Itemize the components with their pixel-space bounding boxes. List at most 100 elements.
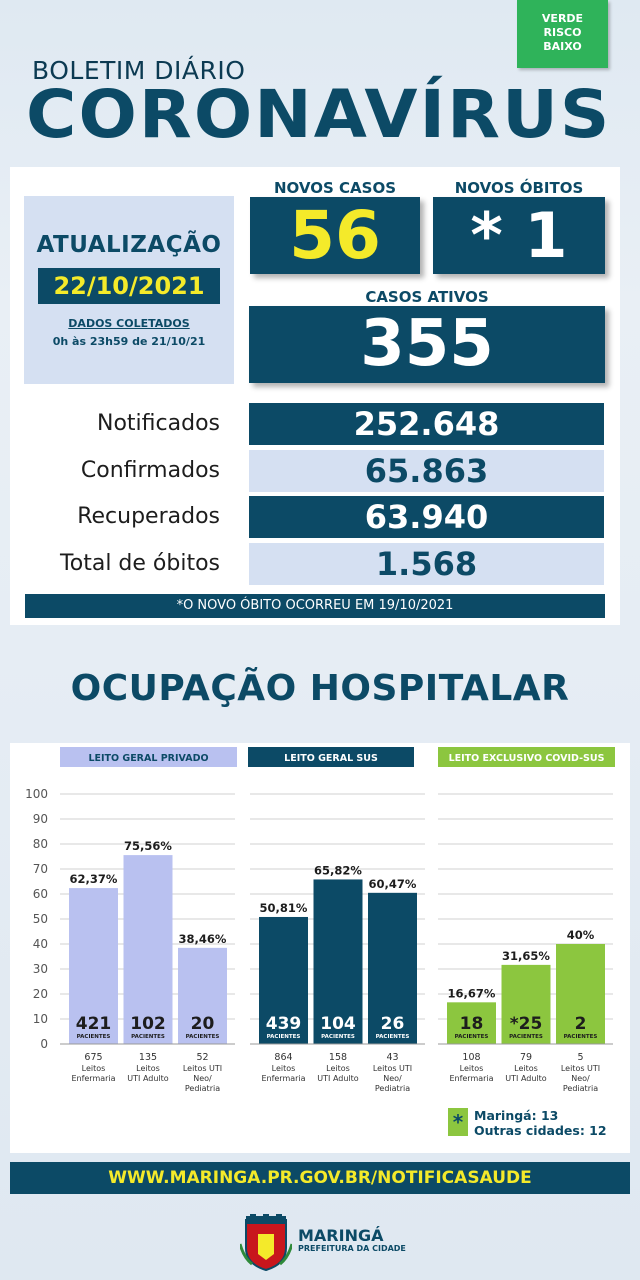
y-tick-label: 90 xyxy=(33,812,48,826)
chart-group-header xyxy=(438,747,615,767)
active-cases-label: CASOS ATIVOS xyxy=(365,288,489,306)
bar-bed-count: 79 xyxy=(520,1052,532,1063)
y-tick-label: 40 xyxy=(33,937,48,951)
bar-bed-type: Neo/ xyxy=(571,1074,590,1083)
chart-bar xyxy=(447,1002,496,1044)
bar-patients-value: 18 xyxy=(460,1014,484,1034)
page-title: CORONAVÍRUS xyxy=(26,76,612,153)
bar-patients-unit: PACIENTES xyxy=(186,1034,220,1040)
bar-percent-label: 60,47% xyxy=(369,877,417,891)
bar-percent-label: 75,56% xyxy=(124,839,172,853)
bar-bed-type: Neo/ xyxy=(383,1074,402,1083)
bar-percent-label: 16,67% xyxy=(448,986,496,1000)
bar-bed-type: Enfermaria xyxy=(261,1074,305,1083)
y-tick-label: 70 xyxy=(33,862,48,876)
y-tick-label: 80 xyxy=(33,837,48,851)
update-date: 22/10/2021 xyxy=(38,268,220,304)
y-tick-label: 50 xyxy=(33,912,48,926)
active-cases-value: 355 xyxy=(360,307,494,381)
chart-bar xyxy=(501,964,551,1044)
bar-bed-count: 43 xyxy=(386,1052,398,1063)
note-line1: Maringá: 13 xyxy=(474,1108,558,1123)
collected-label: DADOS COLETADOS xyxy=(68,317,190,330)
hospital-occupancy-chart: 0 10 20 30 40 50 60 70 80 90 100 LEITO GERAL PRIVAD… xyxy=(25,747,615,1138)
y-tick-label: 100 xyxy=(25,787,48,801)
bulletin-subtitle: BOLETIM DIÁRIO xyxy=(32,56,246,85)
risk-badge-line1: VERDE xyxy=(541,12,584,25)
risk-badge-line3: BAIXO xyxy=(543,40,582,53)
bar-patients-unit: PACIENTES xyxy=(376,1034,410,1040)
bar-patients-value: 439 xyxy=(266,1014,302,1034)
bar-percent-label: 62,37% xyxy=(70,872,118,886)
bar-bed-type: Pediatria xyxy=(563,1084,598,1093)
chart-bar xyxy=(178,947,227,1044)
active-cases-box: 355 xyxy=(249,306,605,383)
chart-group-title: LEITO GERAL SUS xyxy=(284,753,378,764)
bar-percent-label: 50,81% xyxy=(260,901,308,915)
bar-bed-type: Neo/ xyxy=(193,1074,212,1083)
bar-patients-value: 102 xyxy=(130,1014,166,1034)
website-link[interactable]: WWW.MARINGA.PR.GOV.BR/NOTIFICASAUDE xyxy=(10,1162,630,1194)
y-tick-label: 10 xyxy=(33,1012,48,1026)
stat-value-recovered: 63.940 xyxy=(249,496,604,538)
chart-group-header xyxy=(248,747,414,767)
y-tick-label: 0 xyxy=(40,1037,48,1051)
stat-label-total-deaths: Total de óbitos xyxy=(60,551,220,576)
bar-patients-unit: PACIENTES xyxy=(455,1034,489,1040)
collected-info: DADOS COLETADOS 0h às 23h59 de 21/10/21 xyxy=(24,315,234,351)
bar-percent-label: 38,46% xyxy=(179,932,227,946)
bar-percent-label: 31,65% xyxy=(502,949,550,963)
bar-patients-value: 104 xyxy=(320,1014,356,1034)
new-cases-value: 56 xyxy=(289,197,381,274)
bar-bed-type: UTI Adulto xyxy=(317,1074,358,1083)
risk-level-badge: VERDE RISCO BAIXO xyxy=(517,0,608,68)
new-cases-label: NOVOS CASOS xyxy=(274,179,396,197)
bar-patients-value: 26 xyxy=(381,1014,405,1034)
stat-label-recovered: Recuperados xyxy=(77,504,220,529)
bar-bed-count: 108 xyxy=(462,1052,480,1063)
bar-bed-type: UTI Adulto xyxy=(127,1074,168,1083)
bar-patients-value: 2 xyxy=(575,1014,587,1034)
city-hall-subtitle: PREFEITURA DA CIDADE xyxy=(298,1244,406,1253)
new-deaths-label: NOVOS ÓBITOS xyxy=(454,179,584,197)
chart-bar xyxy=(123,855,173,1044)
death-footnote: *O NOVO ÓBITO OCORREU EM 19/10/2021 xyxy=(25,594,605,618)
bar-bed-count: 5 xyxy=(577,1052,583,1063)
chart-bar xyxy=(313,879,363,1044)
update-title: ATUALIZAÇÃO xyxy=(36,232,222,258)
bar-bed-type: Leitos UTI xyxy=(183,1064,222,1073)
new-cases-box: 56 xyxy=(250,197,420,274)
bar-bed-count: 52 xyxy=(196,1052,208,1063)
bar-percent-label: 65,82% xyxy=(314,863,362,877)
bar-bed-count: 135 xyxy=(139,1052,157,1063)
bar-bed-type: Pediatria xyxy=(375,1084,410,1093)
stat-label-confirmed: Confirmados xyxy=(80,458,220,483)
risk-badge-line2: RISCO xyxy=(543,26,582,39)
bar-bed-type: Leitos UTI xyxy=(373,1064,412,1073)
bar-patients-value: 20 xyxy=(191,1014,215,1034)
bar-patients-unit: PACIENTES xyxy=(321,1034,355,1040)
stat-value-notified: 252.648 xyxy=(249,403,604,445)
note-line2: Outras cidades: 12 xyxy=(474,1123,607,1138)
bar-bed-type: Leitos xyxy=(460,1064,484,1073)
y-tick-label: 30 xyxy=(33,962,48,976)
bar-bed-type: Leitos xyxy=(272,1064,296,1073)
bar-patients-unit: PACIENTES xyxy=(509,1034,543,1040)
stat-value-total-deaths: 1.568 xyxy=(249,543,604,585)
bar-bed-type: Leitos xyxy=(82,1064,106,1073)
stat-value-confirmed: 65.863 xyxy=(249,450,604,492)
bar-bed-count: 864 xyxy=(274,1052,292,1063)
new-deaths-box: * 1 xyxy=(433,197,605,274)
bar-bed-type: UTI Adulto xyxy=(505,1074,546,1083)
chart-bar xyxy=(69,888,118,1044)
bar-patients-value: 421 xyxy=(76,1014,112,1034)
collected-period: 0h às 23h59 de 21/10/21 xyxy=(52,335,206,348)
chart-bar xyxy=(556,944,605,1044)
bar-bed-type: Enfermaria xyxy=(449,1074,493,1083)
bar-bed-count: 675 xyxy=(84,1052,102,1063)
y-tick-label: 20 xyxy=(33,987,48,1001)
bar-patients-unit: PACIENTES xyxy=(131,1034,165,1040)
y-tick-label: 60 xyxy=(33,887,48,901)
bar-patients-unit: PACIENTES xyxy=(77,1034,111,1040)
city-name: MARINGÁ xyxy=(298,1226,384,1245)
